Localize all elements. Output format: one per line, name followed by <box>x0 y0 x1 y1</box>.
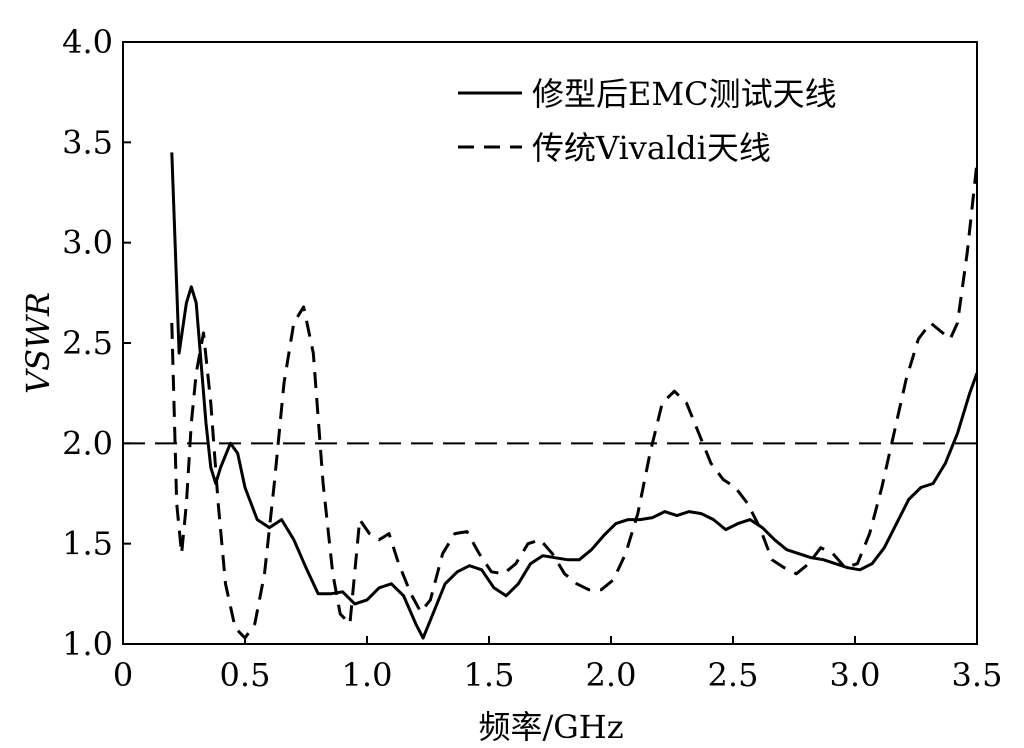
y-tick-label: 3.0 <box>62 224 113 262</box>
x-tick-label: 1.0 <box>342 656 393 694</box>
x-tick-label: 0 <box>113 656 133 694</box>
y-tick-label: 1.0 <box>62 625 113 663</box>
x-tick-label: 1.5 <box>464 656 515 694</box>
y-tick-label: 3.5 <box>62 123 113 161</box>
y-tick-label: 2.0 <box>62 424 113 462</box>
x-tick-label: 3.0 <box>830 656 881 694</box>
x-tick-label: 2.0 <box>586 656 637 694</box>
series-line-emc-antenna <box>170 152 977 640</box>
y-axis-label: VSWR <box>19 292 57 394</box>
y-tick-label: 2.5 <box>62 324 113 362</box>
x-tick-label: 2.5 <box>708 656 759 694</box>
tick-layer: 0 0.5 1.0 1.5 2.0 2.5 3.0 3.5 1.0 1.5 2.0 2.5 3.0 3.5… <box>62 23 1002 694</box>
legend-label-series-1: 修型后EMC测试天线 <box>532 75 837 113</box>
y-tick-label: 4.0 <box>62 23 113 61</box>
x-tick-label: 0.5 <box>220 656 271 694</box>
series-line-vivaldi-antenna <box>170 162 977 640</box>
series-layer <box>170 152 977 640</box>
legend: 修型后EMC测试天线 传统Vivaldi天线 <box>458 75 837 167</box>
x-axis-label: 频率/GHz <box>478 708 623 746</box>
y-tick-label: 1.5 <box>62 525 113 563</box>
legend-label-series-2: 传统Vivaldi天线 <box>532 129 771 167</box>
x-tick-label: 3.5 <box>952 656 1003 694</box>
